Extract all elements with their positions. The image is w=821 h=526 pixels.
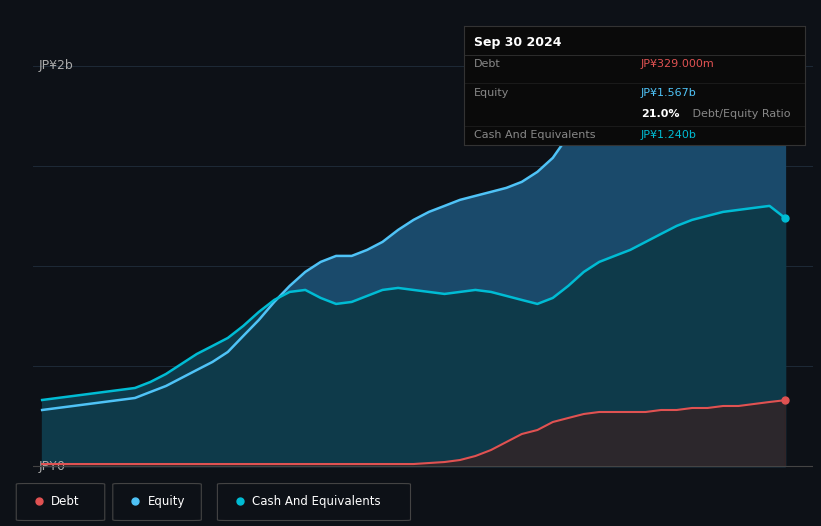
Text: 2022: 2022 — [397, 492, 429, 505]
Text: 21.0%: 21.0% — [641, 109, 680, 119]
Text: 2023: 2023 — [584, 492, 615, 505]
Text: Debt/Equity Ratio: Debt/Equity Ratio — [689, 109, 791, 119]
FancyBboxPatch shape — [16, 483, 105, 521]
FancyBboxPatch shape — [218, 483, 410, 521]
Text: Debt: Debt — [474, 59, 501, 69]
Text: JP¥2b: JP¥2b — [39, 59, 73, 72]
Text: 2021: 2021 — [212, 492, 244, 505]
Text: JP¥1.567b: JP¥1.567b — [641, 88, 697, 98]
Text: 2024: 2024 — [769, 492, 800, 505]
Text: Equity: Equity — [148, 494, 185, 508]
Text: JP¥329.000m: JP¥329.000m — [641, 59, 715, 69]
Text: Cash And Equivalents: Cash And Equivalents — [474, 130, 595, 140]
Text: Equity: Equity — [474, 88, 510, 98]
FancyBboxPatch shape — [112, 483, 201, 521]
Text: JP¥1.240b: JP¥1.240b — [641, 130, 697, 140]
Text: Cash And Equivalents: Cash And Equivalents — [252, 494, 381, 508]
Text: Sep 30 2024: Sep 30 2024 — [474, 36, 562, 49]
Text: JP¥0: JP¥0 — [39, 460, 66, 472]
Text: Debt: Debt — [51, 494, 80, 508]
